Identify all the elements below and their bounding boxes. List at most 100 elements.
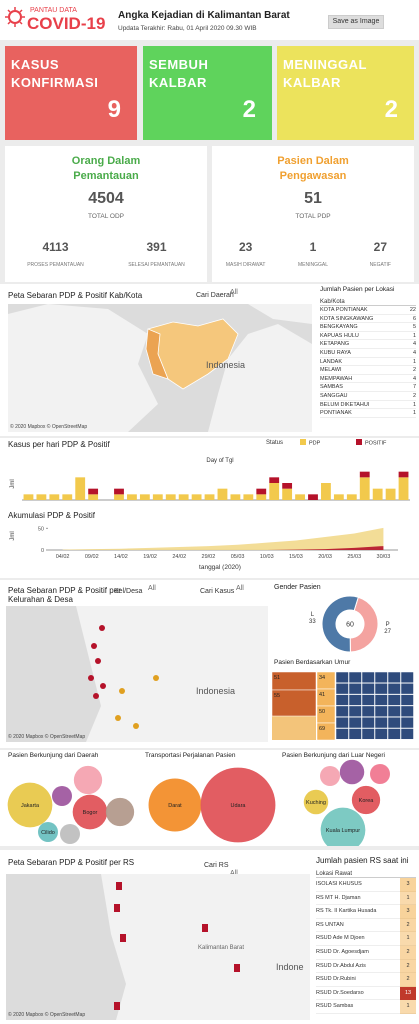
bar [359, 471, 370, 478]
filter-value[interactable]: All [230, 870, 238, 877]
stat-value: 1 [309, 240, 317, 254]
row-value: 1 [412, 332, 416, 339]
row-value: 1 [412, 401, 416, 408]
stat-label: PROSES PEMANTAUAN [27, 262, 84, 268]
table-row: RS UNTAN 2 [316, 918, 416, 933]
bar [282, 483, 293, 489]
summary-card: SEMBUH KALBAR 2 [143, 46, 272, 140]
row-label: RSUD Dr.Soedarso [316, 989, 364, 996]
cell-label: 55 [274, 693, 280, 699]
row-value: 4 [412, 341, 416, 348]
logo-main: COVID-19 [27, 14, 106, 33]
bar [36, 494, 47, 500]
bubble [60, 824, 80, 844]
table-row: SAMBAS 7 [320, 383, 416, 392]
bubble [72, 794, 108, 830]
treemap-cell [387, 728, 401, 740]
map-label: Kalimantan Barat [198, 945, 244, 951]
bar [333, 494, 344, 500]
bubble [200, 767, 276, 843]
table-row: BENGKAYANG 5 [320, 323, 416, 332]
x-tick-label: 09/02 [85, 554, 99, 560]
bar [62, 494, 73, 500]
table-row: ISOLASI KHUSUS 3 [316, 878, 416, 892]
filter-value[interactable]: All [236, 585, 244, 592]
row-label: KOTA PONTIANAK [320, 307, 368, 313]
treemap-cell [374, 671, 388, 684]
row-label: RSUD Dr. Agoesdjam [316, 948, 369, 955]
x-tick-label: 20/03 [318, 554, 332, 560]
bar [127, 494, 137, 500]
x-tick-label: 19/02 [143, 554, 157, 560]
bubble-label: Jakarta [21, 803, 40, 809]
bubble-label: Darat [168, 803, 182, 809]
chart-title: Transportasi Perjalanan Pasien [145, 752, 236, 759]
treemap-cell [335, 683, 349, 695]
bar [256, 488, 267, 495]
treemap-cell [400, 671, 414, 684]
row-label: RSUD Sambas [316, 1003, 354, 1010]
map-kab-section: Peta Sebaran PDP & Positif Kab/Kota Cari… [0, 284, 419, 436]
save-button[interactable]: Save as Image [328, 15, 384, 29]
card-label: KASUS KONFIRMASI [11, 57, 99, 90]
table-row: RSUD Sambas 1 [316, 1000, 416, 1014]
x-title: Day of Tgl [206, 458, 233, 464]
stat-label: MASIH DIRAWAT [225, 262, 266, 268]
table-row: KOTA PONTIANAK 22 [320, 306, 416, 315]
bubble-label: Bogor [83, 810, 98, 816]
filter-value[interactable]: All [230, 289, 238, 296]
bubble [320, 766, 340, 786]
row-label: LANDAK [320, 358, 343, 365]
treemap-cell [361, 705, 375, 717]
row-label: RSUD Dr.Rubini [316, 976, 356, 983]
row-label: KUBU RAYA [320, 349, 351, 356]
odp-panel: Orang Dalam Pemantauan 4504 TOTAL ODP 4113 P… [5, 146, 207, 282]
page-title: Angka Kejadian di Kalimantan Barat [118, 10, 290, 21]
donut-hole [336, 610, 364, 638]
donut-total: 60 [346, 622, 354, 629]
slice-category: P [386, 622, 390, 628]
legend-title: Status [266, 440, 283, 446]
x-tick-label: 05/03 [231, 554, 245, 560]
x-tick-label: 15/03 [289, 554, 303, 560]
table-row: PONTIANAK 1 [320, 409, 416, 418]
chart-title: Gender Pasien [274, 584, 321, 591]
bar [165, 494, 176, 500]
filter-value[interactable]: All [148, 585, 156, 592]
x-tick-label: 10/03 [260, 554, 274, 560]
table-header: Lokasi Rawat [316, 871, 416, 878]
row-value: 3 [400, 878, 416, 892]
row-label: SAMBAS [320, 384, 343, 391]
row-value: 1 [400, 932, 416, 946]
map-label: Indone [276, 962, 304, 972]
treemap-cell [374, 683, 388, 695]
pdp-panel: Pasien Dalam Pengawasan 51 TOTAL PDP 23 MASI… [212, 146, 414, 282]
table-row: MEMPAWAH 4 [320, 375, 416, 384]
bar [88, 494, 99, 500]
desa-section: Peta Sebaran PDP & Positif per Kelurahan… [0, 580, 419, 748]
table-row: RSUD Dr.Abdul Azis 2 [316, 959, 416, 974]
table-row: BELUM DIKETAHUI 1 [320, 401, 416, 410]
treemap-cell [335, 716, 349, 729]
row-label: PONTIANAK [320, 410, 352, 417]
map: Indonesia © 2020 Mapbox © OpenStreetMap [6, 606, 268, 742]
map: Indonesia © 2020 Mapbox © OpenStreetMap [8, 304, 312, 432]
x-tick-label: 24/02 [172, 554, 186, 560]
treemap-cell [335, 694, 349, 706]
row-label: SANGGAU [320, 392, 348, 399]
table-row: KETAPANG 4 [320, 340, 416, 349]
map-label: Indonesia [206, 360, 245, 370]
table-title: Jumlah Pasien per Lokasi [320, 286, 395, 293]
treemap-cell [361, 683, 375, 695]
summary-card: KASUS KONFIRMASI 9 [5, 46, 137, 140]
card-value: 2 [384, 96, 398, 123]
treemap-cell [335, 705, 349, 717]
row-value: 13 [400, 986, 416, 1001]
bar [23, 494, 34, 500]
table-row: KUBU RAYA 4 [320, 349, 416, 358]
bar [152, 494, 163, 500]
treemap-cell [374, 705, 388, 717]
row-value: 4 [412, 375, 416, 382]
bar [321, 483, 331, 500]
